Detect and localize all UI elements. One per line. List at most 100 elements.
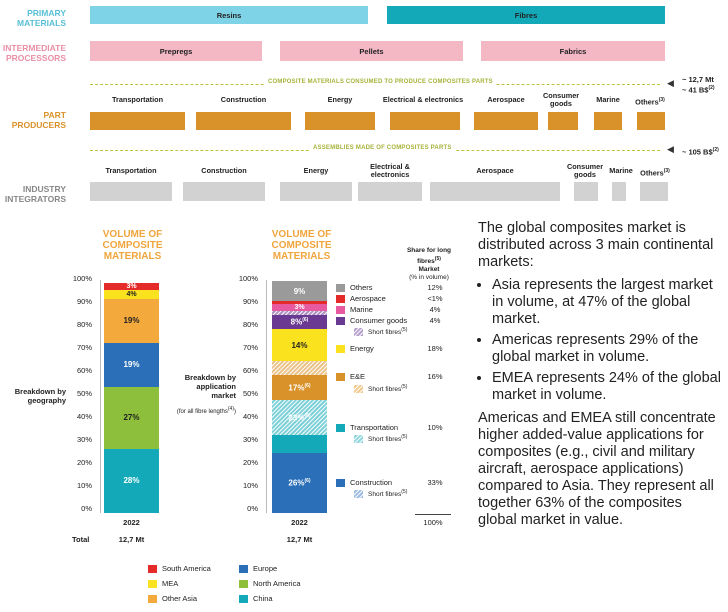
footnote-marker: (2) [708, 85, 715, 91]
assemblies-value: ~ 105 B$ [682, 147, 713, 157]
legend-label: North America [253, 579, 301, 588]
app-bar-value-label: 3% [294, 303, 305, 311]
geo-bar-value-label: 28% [123, 476, 140, 486]
assemblies-label: ASSEMBLIES MADE OF COMPOSITES PARTS [310, 145, 455, 151]
legend-label: South America [162, 564, 211, 573]
app-bar-value-label: 23%(6) [288, 412, 311, 423]
producer-bar [474, 112, 538, 130]
share-header-text: Share for long fibres [406, 247, 452, 266]
app-legend: Others 12% Aerospace <1% Marine 4% Consu… [336, 283, 456, 508]
share-header: Share for long fibres(5) Market (% in vo… [404, 247, 454, 282]
app-bar-segment [272, 301, 327, 304]
footnote-marker: (6) [304, 478, 311, 485]
resins-label: Resins [216, 10, 242, 20]
app-total-value: 12,7 Mt [286, 535, 313, 544]
footnote-marker: (6) [304, 412, 311, 419]
y-tick-label: 0% [81, 504, 92, 513]
app-x-tick-label: 2022 [291, 518, 308, 527]
footnote-marker: (3) [663, 168, 670, 174]
pellets-label: Pellets [359, 46, 384, 56]
geo-stacked-bar: 28% 27% 19% 19% 4% 3% [104, 283, 159, 513]
y-tick-label: 70% [76, 343, 92, 352]
legend-share: 16% [427, 372, 443, 381]
producer-label: Construction [220, 95, 267, 104]
app-bar-segment: 26%(6) [272, 453, 327, 513]
integrator-bar [358, 182, 422, 201]
integrator-bar [574, 182, 598, 201]
legend-swatch [336, 295, 345, 303]
geo-bar-value-label: 19% [123, 360, 140, 370]
legend-share: 18% [427, 344, 443, 353]
legend-label: Marine [350, 305, 373, 314]
footnote-marker: (5) [401, 434, 408, 440]
legend-label: Energy [350, 344, 374, 353]
app-bar-segment [272, 434, 327, 454]
footnote-marker: (5) [401, 384, 408, 390]
app-bar-segment: 23%(6) [272, 400, 327, 435]
footnote-marker: (5) [401, 327, 408, 333]
assemblies-note: ~ 105 B$(2) [682, 146, 719, 157]
app-bar-segment: 14% [272, 329, 327, 362]
producer-bar [90, 112, 185, 130]
legend-label-text: Short fibres [368, 436, 402, 444]
legend-swatch-hatched [354, 328, 363, 336]
integrator-bar [612, 182, 626, 201]
footnote-marker: (5) [401, 489, 408, 495]
consumed-label: COMPOSITE MATERIALS CONSUMED TO PRODUCE … [265, 79, 496, 85]
producer-bar [390, 112, 460, 130]
app-bar-value-label: 8%(6) [290, 317, 309, 327]
row-label-intermediate: INTERMEDIATE PROCESSORS [0, 43, 66, 63]
y-tick-label: 100% [72, 274, 92, 283]
geo-bar-segment: 28% [104, 448, 159, 513]
pellets-bar: Pellets [280, 41, 463, 61]
legend-swatch-hatched [354, 435, 363, 443]
producer-label: Consumer goods [543, 91, 580, 108]
row-label-line: INDUSTRY [22, 184, 66, 194]
arrow-left-icon: ◀ [667, 144, 674, 154]
legend-swatch-hatched [354, 490, 363, 498]
geo-axis [100, 280, 101, 513]
legend-label: Short fibres(5) [368, 384, 407, 393]
legend-swatch [336, 284, 345, 292]
row-label-integrators: INDUSTRY INTEGRATORS [0, 184, 66, 204]
row-label-line: PART [43, 110, 66, 120]
row-label-line: PROCESSORS [6, 53, 66, 63]
legend-label: Consumer goods [350, 316, 408, 325]
fibres-bar: Fibres [387, 6, 665, 24]
y-tick-label: 60% [242, 366, 258, 375]
legend-label: E&E [350, 372, 366, 381]
app-y-axis-note-text: (for all fibre lengths [176, 409, 228, 415]
geo-bar-segment: 19% [104, 342, 159, 387]
geo-bar-segment: 3% [104, 283, 159, 290]
footnote-marker: (6) [302, 317, 309, 324]
integrator-label-text: Others [640, 168, 664, 178]
commentary-bullet: EMEA represents 24% of the global market… [492, 370, 723, 404]
geo-chart-title: VOLUME OF COMPOSITE MATERIALS [102, 229, 163, 262]
y-tick-label: 10% [76, 481, 92, 490]
y-tick-label: 80% [76, 320, 92, 329]
legend-swatch [336, 424, 345, 432]
app-bar-segment [272, 361, 327, 375]
producer-bar [594, 112, 622, 130]
integrator-label: Energy [303, 166, 329, 175]
y-tick-label: 90% [76, 297, 92, 306]
legend-swatch [239, 565, 248, 573]
commentary-bullet: Asia represents the largest market in vo… [492, 277, 723, 328]
geo-legend: South America MEA Other Asia Europe Nort… [148, 564, 388, 609]
app-chart-title: VOLUME OF COMPOSITE MATERIALS [271, 229, 332, 262]
y-tick-label: 100% [238, 274, 258, 283]
legend-share: 4% [429, 305, 441, 314]
producer-bar [637, 112, 665, 130]
y-tick-label: 90% [242, 297, 258, 306]
fabrics-label: Fabrics [559, 46, 587, 56]
producer-label: Others(3) [632, 96, 668, 106]
footnote-marker: (2) [712, 147, 719, 153]
y-tick-label: 20% [242, 458, 258, 467]
app-axis [266, 280, 267, 513]
resins-bar: Resins [90, 6, 368, 24]
integrator-bar [90, 182, 172, 201]
integrator-label: Transportation [105, 166, 157, 175]
legend-swatch [336, 373, 345, 381]
y-tick-label: 10% [242, 481, 258, 490]
producer-bar [305, 112, 375, 130]
